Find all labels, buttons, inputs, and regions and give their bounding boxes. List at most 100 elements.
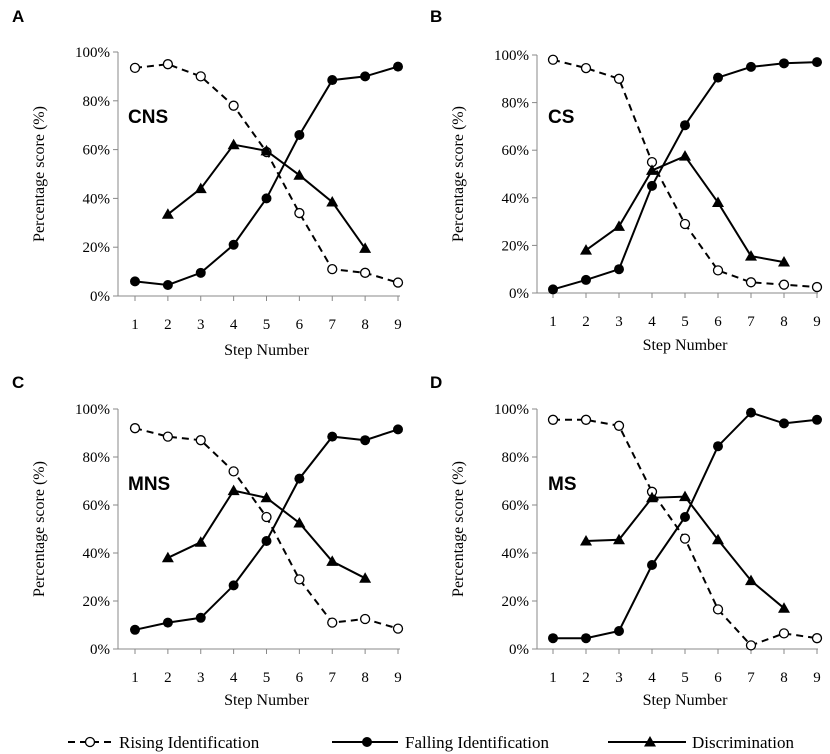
- x-tick-label: 2: [582, 314, 590, 330]
- point-falling-identification: [228, 580, 239, 591]
- point-falling-identification: [162, 280, 173, 291]
- x-tick-label: 3: [197, 317, 205, 333]
- point-falling-identification: [746, 407, 756, 418]
- y-tick-label: 60%: [502, 498, 530, 514]
- panel-letter: D: [430, 373, 442, 392]
- point-rising-identification: [811, 633, 823, 644]
- point-discrimination: [646, 491, 658, 503]
- y-tick-label: 20%: [502, 594, 530, 610]
- legend-marker-rising-identification: [84, 736, 96, 748]
- y-tick-label: 60%: [502, 143, 530, 159]
- point-discrimination: [326, 555, 339, 566]
- point-falling-identification: [360, 71, 371, 82]
- x-tick-label: 1: [549, 670, 557, 686]
- y-axis-title: Percentage score (%): [31, 106, 48, 242]
- point-rising-identification: [228, 466, 239, 477]
- point-rising-identification: [679, 218, 691, 230]
- point-falling-identification: [812, 57, 822, 68]
- point-discrimination: [613, 220, 625, 231]
- x-tick-label: 5: [681, 314, 689, 330]
- legend-label: Discrimination: [692, 733, 794, 752]
- y-tick-label: 100%: [494, 402, 529, 418]
- point-falling-identification: [680, 120, 690, 131]
- point-falling-identification: [195, 612, 206, 623]
- y-tick-label: 80%: [83, 94, 111, 110]
- point-falling-identification: [713, 72, 723, 83]
- x-tick-label: 7: [329, 317, 337, 333]
- x-tick-label: 2: [164, 317, 172, 333]
- series-line-falling-identification: [553, 411, 818, 640]
- point-rising-identification: [162, 59, 174, 70]
- x-tick-label: 5: [263, 670, 271, 686]
- point-discrimination: [745, 250, 757, 261]
- point-falling-identification: [779, 58, 789, 69]
- point-rising-identification: [359, 267, 371, 278]
- point-discrimination: [613, 533, 625, 545]
- y-axis-title: Percentage score (%): [450, 461, 467, 597]
- legend-item-rising-identification: Rising Identification: [68, 733, 260, 752]
- point-rising-identification: [195, 435, 206, 446]
- y-tick-label: 100%: [75, 45, 110, 61]
- point-falling-identification: [228, 239, 239, 250]
- point-falling-identification: [360, 435, 371, 446]
- x-tick-label: 9: [394, 317, 402, 333]
- point-falling-identification: [548, 284, 558, 295]
- chart-panel-d: 0% 20% 40% 60% 80% 100% 1 2 3 4 5 6 7 8 9 D MS Percentage…: [430, 373, 823, 709]
- panel-letter: B: [430, 7, 442, 26]
- point-discrimination: [646, 164, 658, 175]
- point-discrimination: [260, 491, 273, 503]
- point-falling-identification: [327, 431, 338, 442]
- series-line-rising-identification: [134, 427, 399, 630]
- point-falling-identification: [581, 274, 591, 285]
- y-tick-label: 0%: [509, 286, 529, 302]
- legend-item-falling-identification: Falling Identification: [332, 733, 549, 752]
- y-tick-label: 0%: [90, 289, 110, 305]
- legend-label: Rising Identification: [119, 733, 260, 752]
- series-line-discrimination: [585, 154, 785, 264]
- point-discrimination: [326, 196, 339, 207]
- x-axis-title: Step Number: [224, 342, 310, 359]
- x-tick-label: 3: [615, 314, 623, 330]
- panel-tag: CS: [548, 107, 574, 128]
- y-tick-label: 80%: [83, 450, 111, 466]
- point-rising-identification: [547, 414, 559, 425]
- x-tick-label: 7: [329, 670, 337, 686]
- x-tick-label: 6: [296, 317, 304, 333]
- y-tick-label: 100%: [75, 402, 110, 418]
- point-rising-identification: [712, 604, 724, 615]
- y-tick-label: 20%: [502, 238, 530, 254]
- x-axis-title: Step Number: [643, 692, 729, 709]
- point-falling-identification: [680, 512, 690, 522]
- panel-tag: MS: [548, 474, 577, 495]
- point-discrimination: [260, 144, 273, 156]
- point-discrimination: [778, 602, 790, 613]
- point-falling-identification: [614, 264, 624, 275]
- point-falling-identification: [812, 414, 822, 425]
- point-rising-identification: [712, 265, 724, 276]
- point-discrimination: [161, 208, 174, 219]
- point-rising-identification: [129, 62, 141, 74]
- y-tick-label: 80%: [502, 450, 530, 466]
- point-rising-identification: [811, 281, 823, 293]
- series-line-rising-identification: [553, 418, 818, 647]
- point-discrimination: [227, 484, 240, 496]
- point-rising-identification: [392, 623, 404, 634]
- x-axis-title: Step Number: [643, 337, 729, 354]
- point-discrimination: [194, 536, 207, 547]
- x-tick-label: 1: [131, 670, 139, 686]
- point-falling-identification: [713, 441, 723, 452]
- series-line-falling-identification: [552, 61, 818, 291]
- point-rising-identification: [613, 73, 625, 84]
- point-rising-identification: [294, 207, 305, 219]
- x-tick-label: 6: [714, 670, 722, 686]
- point-falling-identification: [294, 129, 305, 140]
- point-falling-identification: [647, 560, 657, 570]
- x-tick-label: 6: [714, 314, 722, 330]
- x-tick-label: 3: [615, 670, 623, 686]
- point-discrimination: [679, 150, 691, 161]
- x-tick-label: 8: [361, 670, 369, 686]
- panel-letter: C: [12, 373, 24, 392]
- series-line-falling-identification: [134, 65, 399, 287]
- point-discrimination: [293, 517, 306, 528]
